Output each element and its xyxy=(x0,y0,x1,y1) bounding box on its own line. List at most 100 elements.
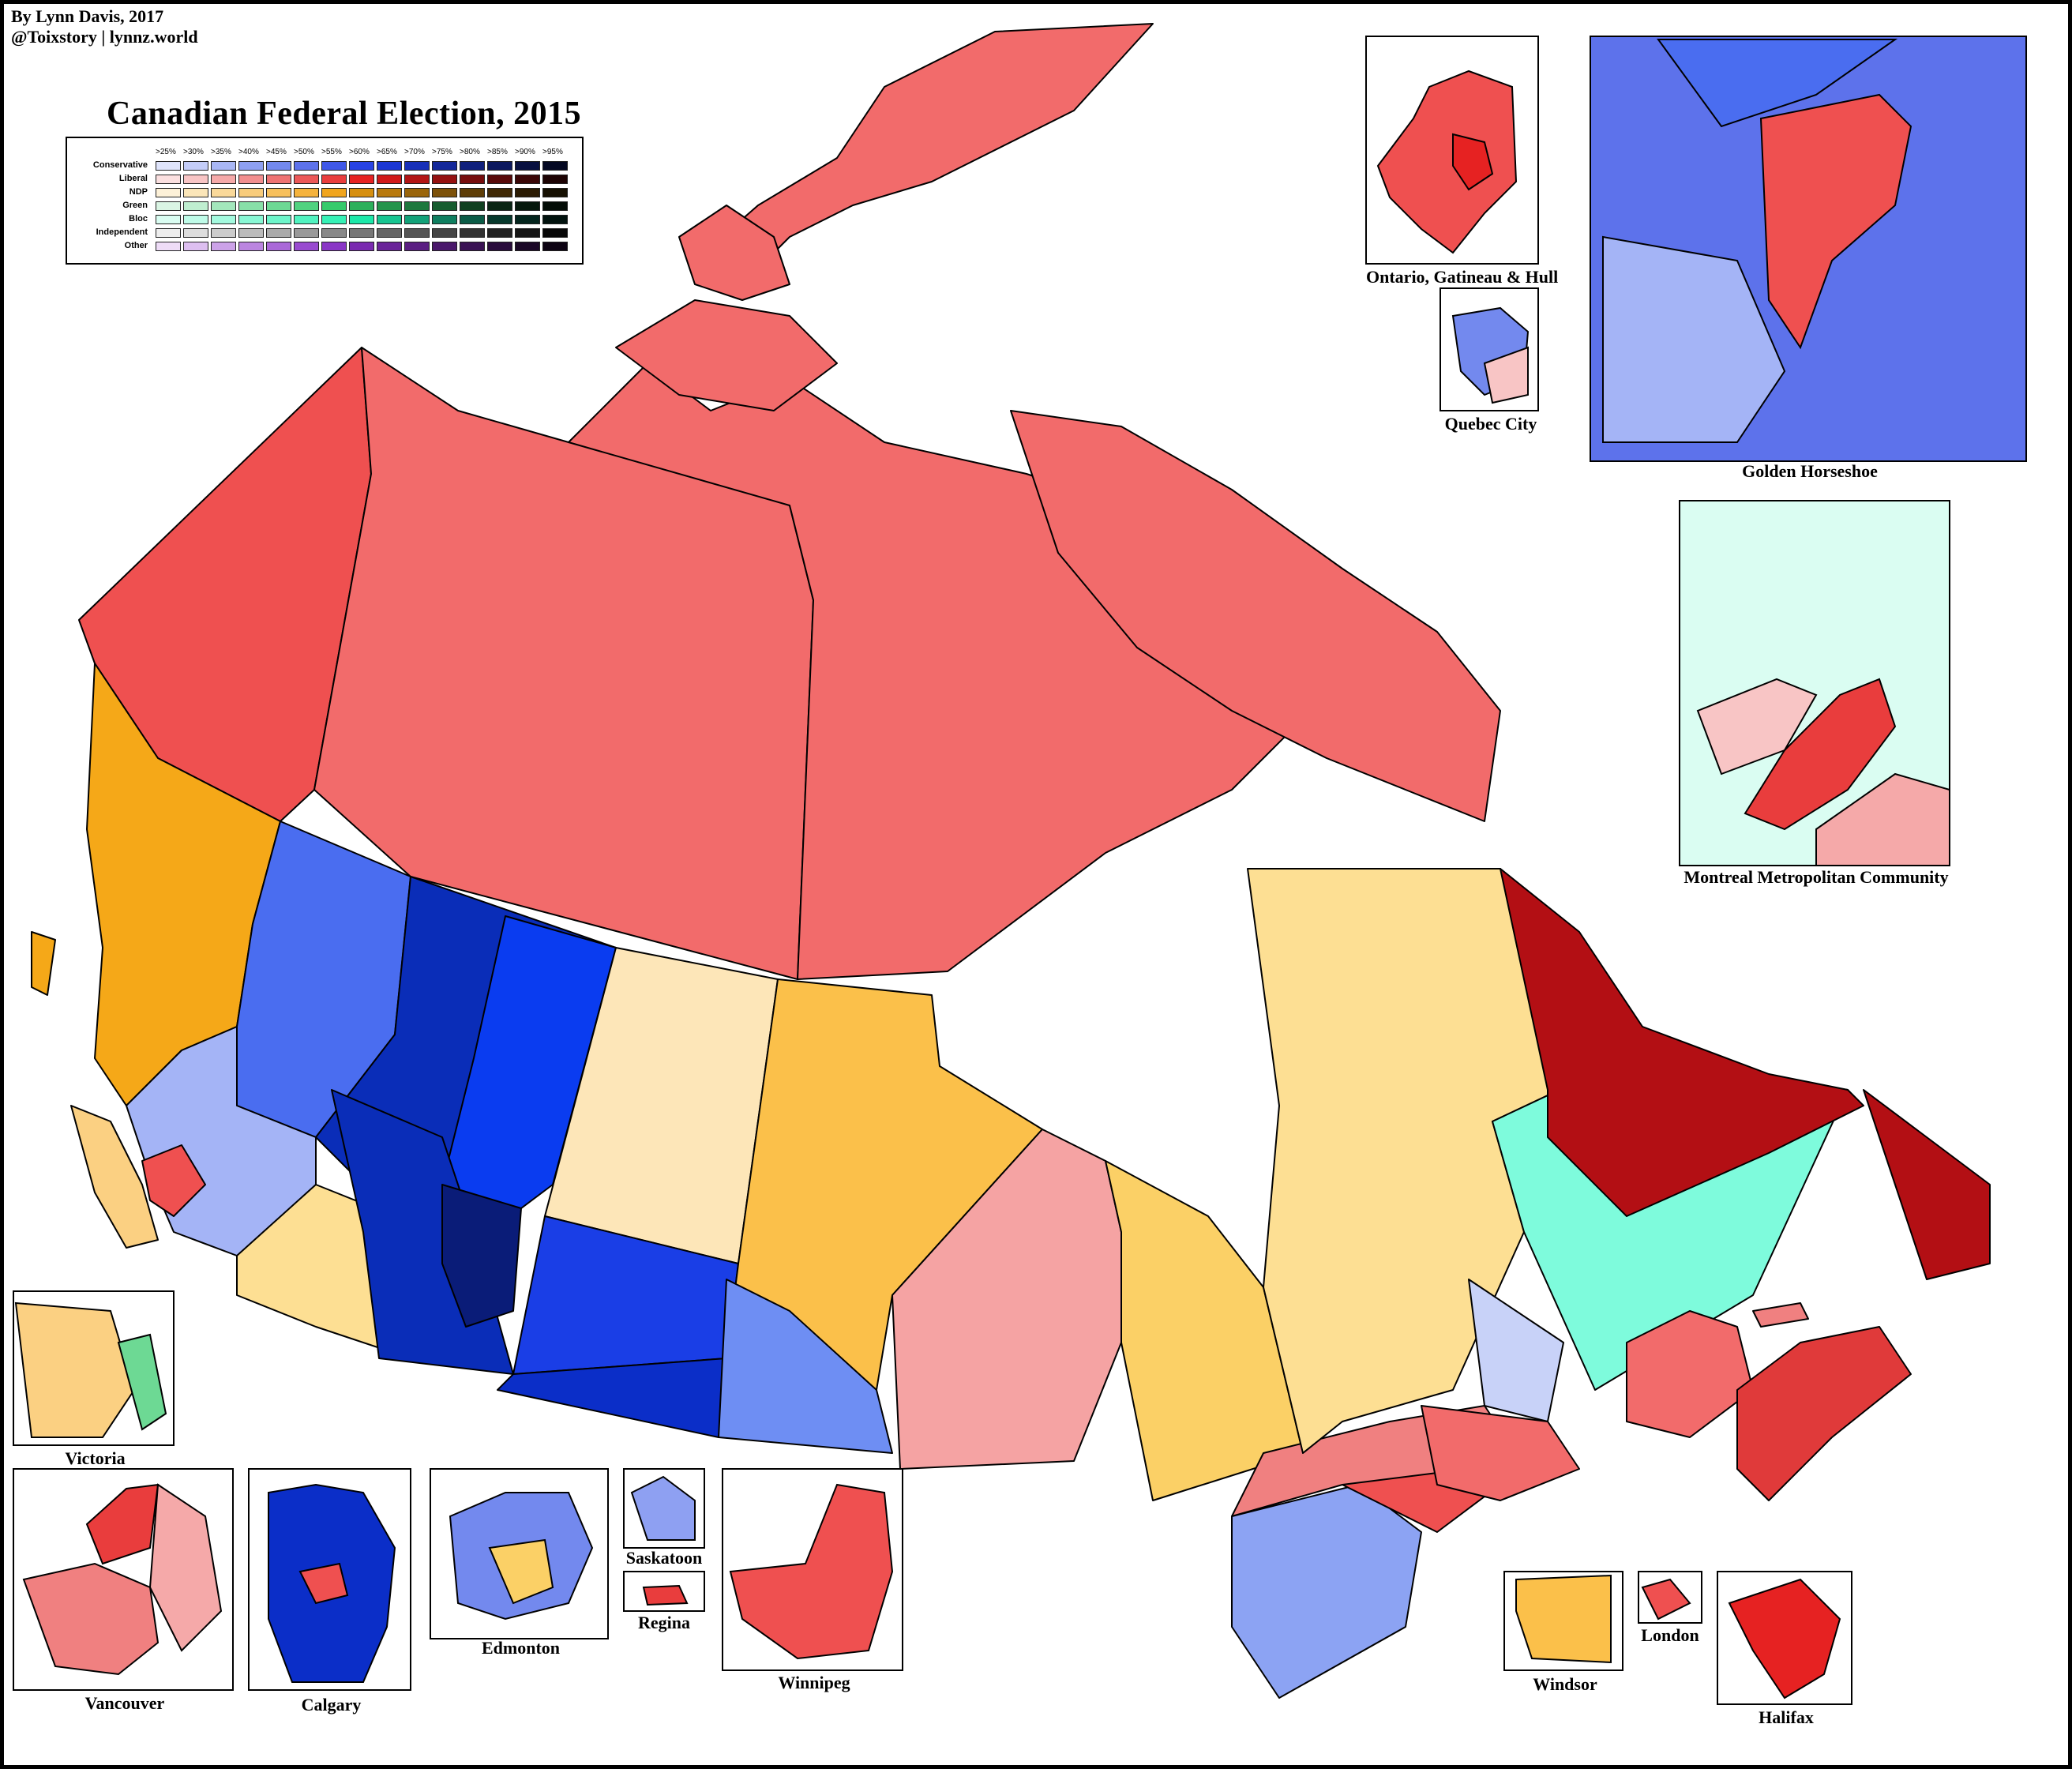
region-arctic-islands[interactable] xyxy=(694,23,1154,285)
inset-montreal-south[interactable] xyxy=(1815,772,1950,866)
legend-swatch xyxy=(515,161,540,171)
inset-label-victoria: Victoria xyxy=(65,1448,126,1468)
inset-label-saskatoon: Saskatoon xyxy=(625,1548,703,1568)
legend-swatch xyxy=(404,201,430,211)
region-pei[interactable] xyxy=(1752,1302,1809,1328)
legend-party-label: Independent xyxy=(96,227,148,237)
legend-swatch xyxy=(349,228,374,238)
legend-swatch xyxy=(294,175,319,184)
legend-party-label: Green xyxy=(122,201,148,210)
legend-swatch xyxy=(515,215,540,224)
inset-victoria-green[interactable] xyxy=(117,1333,167,1431)
region-nova-scotia[interactable] xyxy=(1736,1326,1912,1501)
legend-swatch xyxy=(377,188,402,197)
legend-swatch xyxy=(460,228,485,238)
legend-swatch xyxy=(156,175,181,184)
legend-swatch xyxy=(542,175,568,184)
region-bc-lower-mainland[interactable] xyxy=(141,1144,206,1217)
legend-swatch xyxy=(377,175,402,184)
inset-label-montreal: Montreal Metropolitan Community xyxy=(1684,867,1949,887)
legend-swatch xyxy=(211,201,236,211)
legend-swatch xyxy=(238,161,264,171)
inset-regina-ridings[interactable] xyxy=(642,1584,689,1606)
legend-swatch xyxy=(183,161,208,171)
legend-swatch xyxy=(156,242,181,251)
inset-label-golden-horseshoe: Golden Horseshoe xyxy=(1742,461,1878,481)
legend-swatch xyxy=(404,161,430,171)
legend-swatch xyxy=(349,188,374,197)
legend-swatch xyxy=(211,228,236,238)
inset-ottawa-ridings[interactable] xyxy=(1376,69,1518,254)
legend-threshold: >35% xyxy=(211,148,231,156)
legend-swatch xyxy=(487,228,512,238)
legend-swatch xyxy=(321,175,347,184)
legend-party-label: Bloc xyxy=(129,214,148,223)
legend-threshold: >70% xyxy=(404,148,425,156)
legend-swatch xyxy=(542,228,568,238)
region-manitoba-south[interactable] xyxy=(718,1279,893,1454)
legend-swatch xyxy=(377,242,402,251)
author-credit: By Lynn Davis, 2017 xyxy=(11,6,164,26)
inset-london-ridings[interactable] xyxy=(1641,1578,1691,1621)
inset-vancouver-east[interactable] xyxy=(148,1483,223,1652)
legend-swatch xyxy=(542,201,568,211)
inset-victoria-ridings[interactable] xyxy=(14,1301,136,1438)
legend-swatch xyxy=(266,215,291,224)
region-bc-haida-gwaii[interactable] xyxy=(31,931,56,996)
legend-swatch xyxy=(432,215,457,224)
inset-montreal-island[interactable] xyxy=(1744,678,1897,831)
inset-label-regina: Regina xyxy=(638,1613,690,1632)
legend-threshold: >60% xyxy=(349,148,370,156)
region-arctic-islands-2[interactable] xyxy=(615,299,838,411)
inset-quebec-city-liberal[interactable] xyxy=(1483,346,1529,404)
region-quebec-south[interactable] xyxy=(1468,1279,1564,1422)
inset-montreal-laval[interactable] xyxy=(1696,678,1818,776)
legend-swatch xyxy=(156,161,181,171)
legend-swatch xyxy=(404,175,430,184)
region-quebec-metro[interactable] xyxy=(1421,1405,1580,1501)
inset-saskatoon-ridings[interactable] xyxy=(630,1475,696,1541)
inset-calgary-liberal[interactable] xyxy=(298,1562,349,1605)
inset-ottawa-core[interactable] xyxy=(1452,133,1494,191)
legend-swatch xyxy=(487,215,512,224)
inset-winnipeg-ridings[interactable] xyxy=(729,1483,894,1660)
inset-edmonton-ndp[interactable] xyxy=(488,1538,554,1605)
region-ontario-south[interactable] xyxy=(1231,1484,1422,1699)
legend-swatch xyxy=(211,161,236,171)
legend-party-label: Liberal xyxy=(118,174,148,183)
legend-swatch xyxy=(460,201,485,211)
region-bc-island[interactable] xyxy=(70,1105,159,1249)
legend-threshold: >30% xyxy=(183,148,204,156)
legend-swatch xyxy=(349,175,374,184)
region-newfoundland[interactable] xyxy=(1863,1089,1991,1280)
legend-swatch xyxy=(321,215,347,224)
legend-threshold: >45% xyxy=(266,148,287,156)
inset-golden-horseshoe-southwest[interactable] xyxy=(1602,235,1786,443)
legend-threshold: >90% xyxy=(515,148,535,156)
legend-swatch xyxy=(294,161,319,171)
inset-windsor-ridings[interactable] xyxy=(1515,1574,1612,1664)
region-alberta-central[interactable] xyxy=(441,1184,522,1328)
region-ontario-northeast[interactable] xyxy=(1105,1160,1304,1501)
legend-party-label: Conservative xyxy=(92,160,148,170)
legend-threshold: >80% xyxy=(460,148,480,156)
legend-swatch xyxy=(294,188,319,197)
vote-share-legend: >25% >30% >35% >40% >45% >50% >55% >60% >65% >70%… xyxy=(66,137,584,265)
legend-swatch xyxy=(183,188,208,197)
inset-label-ottawa: Ontario, Gatineau & Hull xyxy=(1366,267,1559,287)
legend-swatch xyxy=(156,228,181,238)
region-baffin-island[interactable] xyxy=(1010,410,1501,822)
legend-swatch xyxy=(542,215,568,224)
region-arctic-islands-3[interactable] xyxy=(678,205,790,301)
region-labrador[interactable] xyxy=(1500,868,1864,1217)
inset-halifax-ridings[interactable] xyxy=(1728,1578,1841,1700)
legend-threshold: >25% xyxy=(156,148,176,156)
legend-threshold: >55% xyxy=(321,148,342,156)
inset-vancouver-north[interactable] xyxy=(85,1483,160,1565)
inset-vancouver-south[interactable] xyxy=(22,1562,160,1676)
legend-swatch xyxy=(321,188,347,197)
legend-threshold: >50% xyxy=(294,148,314,156)
inset-golden-horseshoe-toronto[interactable] xyxy=(1759,93,1912,350)
legend-swatch xyxy=(515,188,540,197)
inset-golden-horseshoe-north[interactable] xyxy=(1657,39,1898,128)
